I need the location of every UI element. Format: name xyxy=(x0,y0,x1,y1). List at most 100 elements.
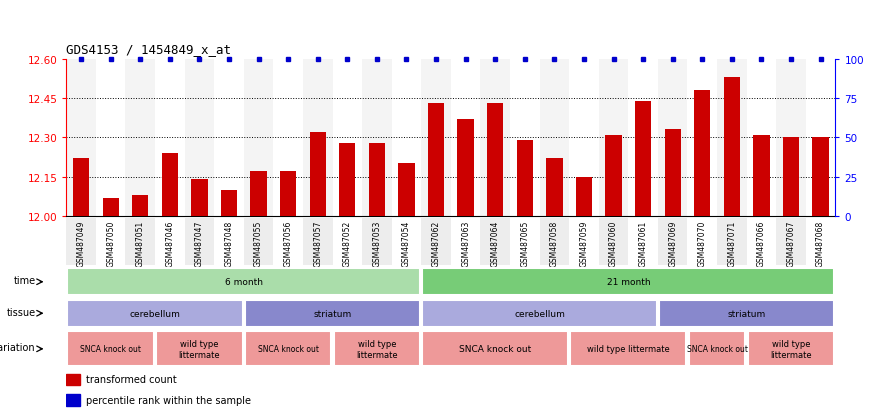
Bar xyxy=(480,59,510,216)
Text: GSM487066: GSM487066 xyxy=(757,221,766,267)
Bar xyxy=(717,218,747,266)
FancyBboxPatch shape xyxy=(570,332,686,366)
Bar xyxy=(539,218,569,266)
FancyBboxPatch shape xyxy=(333,332,420,366)
Text: striatum: striatum xyxy=(728,309,766,318)
Text: GSM487061: GSM487061 xyxy=(638,221,648,266)
Bar xyxy=(191,180,208,216)
Text: GSM487052: GSM487052 xyxy=(343,221,352,266)
Text: GSM487046: GSM487046 xyxy=(165,221,174,267)
Bar xyxy=(392,218,422,266)
Bar xyxy=(510,59,539,216)
Bar xyxy=(66,218,95,266)
FancyBboxPatch shape xyxy=(67,332,154,366)
Text: tissue: tissue xyxy=(6,307,35,317)
Bar xyxy=(658,59,688,216)
Bar xyxy=(309,133,326,216)
Text: SNCA knock out: SNCA knock out xyxy=(80,344,141,354)
Text: GSM487047: GSM487047 xyxy=(194,221,204,267)
Bar xyxy=(185,59,214,216)
Bar xyxy=(303,59,332,216)
Text: SNCA knock out: SNCA knock out xyxy=(257,344,318,354)
Text: GSM487049: GSM487049 xyxy=(77,221,86,267)
Bar xyxy=(516,140,533,216)
Bar xyxy=(332,218,362,266)
Bar xyxy=(546,159,562,216)
Text: GSM487048: GSM487048 xyxy=(225,221,233,266)
Bar xyxy=(753,135,770,216)
Text: cerebellum: cerebellum xyxy=(130,309,180,318)
Bar xyxy=(688,59,717,216)
Bar xyxy=(717,59,747,216)
Bar xyxy=(480,218,510,266)
Bar xyxy=(244,59,273,216)
Bar xyxy=(221,190,237,216)
Bar xyxy=(332,59,362,216)
Text: GSM487050: GSM487050 xyxy=(106,221,115,267)
Bar xyxy=(806,218,835,266)
Bar xyxy=(273,59,303,216)
Text: GSM487053: GSM487053 xyxy=(372,221,381,267)
Bar xyxy=(812,138,828,216)
Text: cerebellum: cerebellum xyxy=(514,309,565,318)
Bar xyxy=(422,59,451,216)
Bar xyxy=(598,218,629,266)
Bar xyxy=(303,218,332,266)
Text: wild type
littermate: wild type littermate xyxy=(179,339,220,358)
Bar xyxy=(665,130,681,216)
Text: GSM487068: GSM487068 xyxy=(816,221,825,266)
Bar xyxy=(658,218,688,266)
Bar xyxy=(487,104,503,216)
Bar xyxy=(103,198,118,216)
Bar xyxy=(776,218,806,266)
Text: GSM487059: GSM487059 xyxy=(579,221,589,267)
FancyBboxPatch shape xyxy=(423,332,568,366)
Text: GSM487054: GSM487054 xyxy=(402,221,411,267)
Text: SNCA knock out: SNCA knock out xyxy=(459,344,531,354)
Bar xyxy=(510,218,539,266)
Bar xyxy=(66,374,80,385)
Bar xyxy=(66,59,95,216)
Bar xyxy=(362,218,392,266)
Bar xyxy=(724,78,740,216)
Bar xyxy=(73,159,89,216)
FancyBboxPatch shape xyxy=(67,300,242,327)
Text: wild type
littermate: wild type littermate xyxy=(356,339,398,358)
FancyBboxPatch shape xyxy=(245,300,420,327)
Text: GSM487051: GSM487051 xyxy=(136,221,145,266)
Text: GDS4153 / 1454849_x_at: GDS4153 / 1454849_x_at xyxy=(66,43,232,55)
Bar xyxy=(155,59,185,216)
Bar xyxy=(428,104,444,216)
Bar xyxy=(806,59,835,216)
Bar xyxy=(155,218,185,266)
Text: time: time xyxy=(13,275,35,285)
Bar xyxy=(747,59,776,216)
Bar xyxy=(629,218,658,266)
Bar xyxy=(126,218,155,266)
Text: GSM487064: GSM487064 xyxy=(491,221,499,267)
Text: GSM487065: GSM487065 xyxy=(521,221,530,267)
Text: transformed count: transformed count xyxy=(86,375,176,385)
Text: GSM487069: GSM487069 xyxy=(668,221,677,267)
Bar xyxy=(280,172,296,216)
Bar xyxy=(688,218,717,266)
Bar xyxy=(214,218,244,266)
Text: 21 month: 21 month xyxy=(606,278,650,287)
Bar xyxy=(575,177,592,216)
Text: GSM487060: GSM487060 xyxy=(609,221,618,267)
Text: percentile rank within the sample: percentile rank within the sample xyxy=(86,395,250,405)
Bar xyxy=(458,120,474,216)
Text: genotype/variation: genotype/variation xyxy=(0,342,35,352)
Text: GSM487062: GSM487062 xyxy=(431,221,440,266)
Bar xyxy=(95,218,126,266)
Bar xyxy=(539,59,569,216)
Bar xyxy=(399,164,415,216)
Bar xyxy=(776,59,806,216)
Bar xyxy=(250,172,267,216)
Text: GSM487056: GSM487056 xyxy=(284,221,293,267)
Bar xyxy=(783,138,799,216)
Bar xyxy=(629,59,658,216)
Bar xyxy=(185,218,214,266)
Text: 6 month: 6 month xyxy=(225,278,263,287)
FancyBboxPatch shape xyxy=(659,300,834,327)
